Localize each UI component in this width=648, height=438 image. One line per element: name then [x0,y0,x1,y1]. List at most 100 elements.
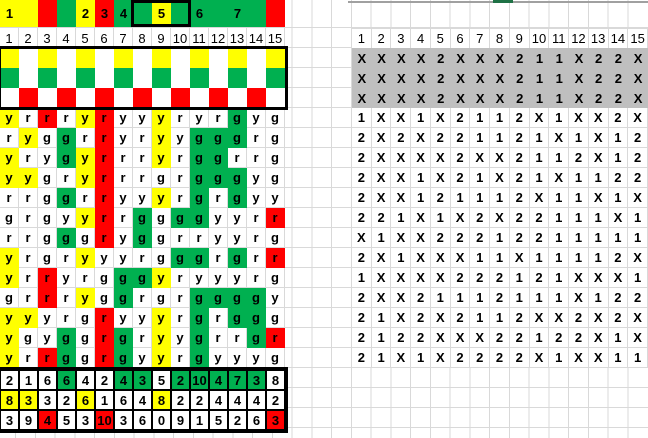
letter-cell[interactable]: g [190,348,209,368]
letter-cell[interactable]: y [152,308,171,328]
result-cell[interactable]: X [490,148,510,168]
hatch-cell[interactable] [247,0,266,27]
result-cell[interactable]: 1 [608,348,629,368]
result-cell[interactable]: X [588,328,609,348]
result-cell[interactable]: X [450,328,471,348]
letter-cell[interactable]: r [209,188,228,208]
letter-cell[interactable]: g [133,268,152,288]
result-cell[interactable]: 1 [430,208,451,228]
gray-summary-cell[interactable]: X [391,48,412,68]
result-cell[interactable]: X [490,208,510,228]
result-cell[interactable]: 2 [509,128,530,148]
letter-cell[interactable]: y [152,348,171,368]
result-cell[interactable]: 2 [490,268,510,288]
letter-cell[interactable]: y [152,108,171,128]
result-cell[interactable]: X [628,308,648,328]
letter-cell[interactable]: r [114,208,133,228]
letter-cell[interactable]: r [171,268,190,288]
hatch-cell[interactable] [266,0,285,27]
checker-cell[interactable] [209,68,228,88]
hatch-cell[interactable] [209,0,228,27]
gray-summary-cell[interactable]: X [470,48,491,68]
gray-summary-cell[interactable]: 2 [509,88,530,108]
result-cell[interactable]: X [430,348,451,368]
letter-cell[interactable]: g [228,108,247,128]
result-cell[interactable]: 1 [608,328,629,348]
count-cell[interactable]: 5 [209,410,228,430]
checker-cell[interactable] [38,88,57,108]
result-cell[interactable]: 2 [628,128,648,148]
letter-cell[interactable]: r [19,348,38,368]
letter-cell[interactable]: y [76,288,95,308]
result-cell[interactable]: X [352,228,372,248]
result-cell[interactable]: 1 [529,148,550,168]
hatch-cell[interactable] [57,0,76,27]
result-cell[interactable]: 1 [529,328,550,348]
col-header-cell[interactable]: 11 [190,27,209,48]
count-cell[interactable]: 4 [209,370,228,390]
result-cell[interactable]: 1 [569,208,589,228]
letter-cell[interactable]: r [247,128,266,148]
result-cell[interactable]: 1 [588,208,609,228]
letter-cell[interactable]: r [57,168,76,188]
result-cell[interactable]: 1 [391,208,412,228]
result-cell[interactable]: 2 [450,308,471,328]
gray-summary-cell[interactable]: X [352,68,372,88]
letter-cell[interactable]: r [266,328,285,348]
result-cell[interactable]: 1 [371,228,392,248]
letter-cell[interactable]: g [209,148,228,168]
result-cell[interactable]: 1 [490,248,510,268]
gray-summary-cell[interactable]: X [628,88,648,108]
result-cell[interactable]: X [371,188,392,208]
hatch-cell[interactable] [19,0,38,27]
letter-cell[interactable]: g [76,308,95,328]
checker-cell[interactable] [19,48,38,68]
letter-cell[interactable]: y [247,348,266,368]
letter-cell[interactable]: g [57,188,76,208]
letter-cell[interactable]: g [133,208,152,228]
result-cell[interactable]: 1 [470,168,491,188]
letter-cell[interactable]: y [114,128,133,148]
result-cell[interactable]: 1 [628,268,648,288]
checker-cell[interactable] [95,88,114,108]
letter-cell[interactable]: y [0,148,19,168]
gray-summary-cell[interactable]: X [569,48,589,68]
letter-cell[interactable]: r [190,228,209,248]
result-cell[interactable]: X [411,248,431,268]
checker-cell[interactable] [133,88,152,108]
col-header-cell[interactable]: 3 [391,28,412,48]
letter-cell[interactable]: r [114,168,133,188]
checker-cell[interactable] [171,88,190,108]
letter-cell[interactable]: g [57,128,76,148]
count-cell[interactable]: 2 [0,370,19,390]
letter-cell[interactable]: g [247,308,266,328]
letter-cell[interactable]: y [0,308,19,328]
result-cell[interactable]: 1 [529,288,550,308]
col-header-cell[interactable]: 2 [19,27,38,48]
hatch-cell[interactable]: 3 [95,0,114,27]
count-cell[interactable]: 6 [133,410,152,430]
letter-cell[interactable]: g [57,228,76,248]
checker-cell[interactable] [266,68,285,88]
result-cell[interactable]: 1 [569,128,589,148]
letter-cell[interactable]: g [38,248,57,268]
letter-cell[interactable]: y [95,248,114,268]
letter-cell[interactable]: r [171,148,190,168]
result-cell[interactable]: 1 [608,188,629,208]
letter-cell[interactable]: r [95,188,114,208]
result-cell[interactable]: X [628,188,648,208]
hatch-cell[interactable] [38,0,57,27]
result-cell[interactable]: 1 [569,248,589,268]
result-cell[interactable]: 1 [371,348,392,368]
letter-cell[interactable]: y [114,228,133,248]
letter-cell[interactable]: y [19,128,38,148]
letter-cell[interactable]: r [95,308,114,328]
hatch-cell[interactable]: 1 [0,0,19,27]
letter-cell[interactable]: r [19,228,38,248]
letter-cell[interactable]: y [152,188,171,208]
result-cell[interactable]: X [411,208,431,228]
result-cell[interactable]: 2 [509,348,530,368]
letter-cell[interactable]: y [133,188,152,208]
result-cell[interactable]: 1 [411,188,431,208]
letter-cell[interactable]: r [133,128,152,148]
